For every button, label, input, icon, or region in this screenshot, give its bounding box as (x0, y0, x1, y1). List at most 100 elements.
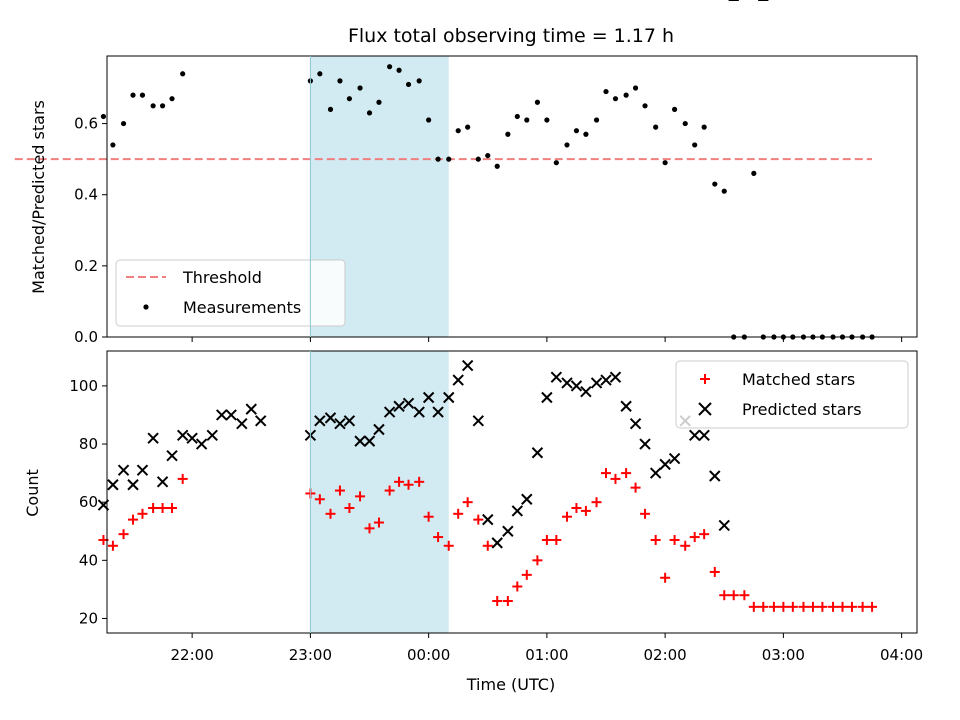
measurement-point (544, 117, 550, 123)
measurement-point (475, 156, 481, 162)
matched-star-point (610, 473, 621, 484)
top-y-tick-label: 0.0 (74, 328, 98, 346)
measurement-point (130, 92, 136, 98)
bottom-observing-span (310, 351, 449, 633)
matched-star-point (473, 514, 484, 525)
predicted-star-point (609, 371, 622, 383)
predicted-star-point (147, 432, 159, 444)
matched-star-point (532, 555, 543, 566)
measurement-point (485, 152, 491, 159)
predicted-star-point (156, 476, 169, 488)
predicted-star-point (363, 435, 376, 447)
matched-star-point (492, 596, 503, 607)
matched-star-point (650, 534, 661, 545)
bottom-y-tick-label: 20 (79, 609, 98, 627)
predicted-star-point (393, 400, 405, 412)
measurement-point (387, 64, 393, 70)
measurement-point (100, 113, 107, 120)
matched-star-point (709, 566, 720, 577)
top-y-axis: 0.0 0.2 0.4 0.6 (74, 115, 107, 346)
matched-star-point (325, 508, 336, 519)
predicted-star-point (570, 380, 583, 392)
bottom-y-tick-label: 100 (69, 377, 98, 395)
predicted-star-point (709, 470, 721, 482)
predicted-star-point (324, 412, 337, 424)
matched-star-point (640, 508, 651, 519)
matched-star-point (817, 601, 828, 612)
bottom-legend: Matched stars Predicted stars (675, 360, 909, 429)
top-panel: 0.0 0.2 0.4 0.6 Matched/Predicted stars Thr… (14, 55, 918, 346)
matched-star-point (807, 601, 818, 612)
measurement-point (455, 128, 461, 134)
matched-star-point (512, 581, 523, 592)
measurement-point (120, 120, 127, 127)
x-tick-label: 01:00 (525, 646, 568, 664)
predicted-star-point (422, 391, 435, 404)
top-y-tick-label: 0.2 (74, 257, 98, 275)
matched-star-point (433, 532, 444, 543)
predicted-star-point (688, 429, 701, 442)
top-x-axis (191, 337, 903, 342)
measurement-point (159, 103, 166, 109)
matched-star-point (630, 482, 641, 493)
predicted-star-point (698, 429, 710, 442)
measurement-point (593, 117, 600, 123)
top-marks (14, 64, 875, 340)
top-y-axis-label: Matched/Predicted stars (29, 100, 48, 294)
predicted-star-point (245, 403, 257, 415)
predicted-star-point (413, 406, 425, 418)
measurement-point (701, 124, 707, 130)
measurement-point (534, 99, 541, 105)
predicted-star-point (502, 525, 514, 537)
bottom-x-axis: 22:00 23:00 00:00 01:00 02:00 03:00 04:00 (171, 633, 923, 664)
bottom-y-axis: 20 40 60 80 100 (69, 377, 107, 627)
measurement-point (642, 103, 648, 109)
measurement-point (514, 113, 520, 120)
x-axis-label: Time (UTC) (466, 675, 555, 694)
matched-star-point (591, 497, 602, 508)
top-y-tick-label: 0.4 (74, 186, 98, 204)
top-legend-box (115, 259, 346, 327)
measurement-point (327, 106, 334, 112)
measurement-point (337, 78, 343, 84)
measurement-point (357, 85, 363, 91)
measurement-point (110, 142, 116, 148)
measurement-point (346, 96, 353, 102)
predicted-star-point (432, 406, 444, 418)
predicted-star-point (550, 371, 563, 383)
predicted-star-point (620, 400, 632, 412)
x-tick-label: 22:00 (171, 646, 214, 664)
predicted-star-point (639, 438, 651, 450)
matched-star-point (403, 479, 414, 490)
predicted-star-point (383, 406, 396, 418)
matched-star-point (837, 601, 848, 612)
matched-star-point (423, 511, 434, 522)
matched-star-point (502, 596, 513, 607)
matched-star-point (167, 502, 178, 513)
matched-star-point (857, 601, 868, 612)
predicted-star-point (541, 391, 553, 404)
predicted-star-point (590, 377, 603, 389)
matched-star-point (798, 601, 809, 612)
matched-star-point (719, 590, 730, 601)
top-axes-frame (106, 55, 918, 338)
predicted-star-point (236, 417, 248, 430)
matched-star-point (177, 473, 188, 484)
predicted-star-point (659, 458, 671, 471)
measurement-point (465, 124, 471, 130)
measurement-point (623, 92, 629, 98)
predicted-star-point (136, 464, 149, 476)
matched-star-point (828, 601, 839, 612)
predicted-star-point (461, 359, 474, 372)
matched-star-point (373, 517, 384, 528)
bottom-y-tick-label: 60 (79, 493, 98, 511)
matched-star-point (669, 534, 680, 545)
matched-star-point (660, 572, 671, 583)
matched-star-point (384, 485, 395, 496)
x-tick-label: 00:00 (407, 646, 450, 664)
predicted-star-point (255, 415, 267, 427)
measurement-point (712, 181, 718, 187)
matched-star-point (561, 511, 572, 522)
predicted-star-point (511, 505, 524, 517)
